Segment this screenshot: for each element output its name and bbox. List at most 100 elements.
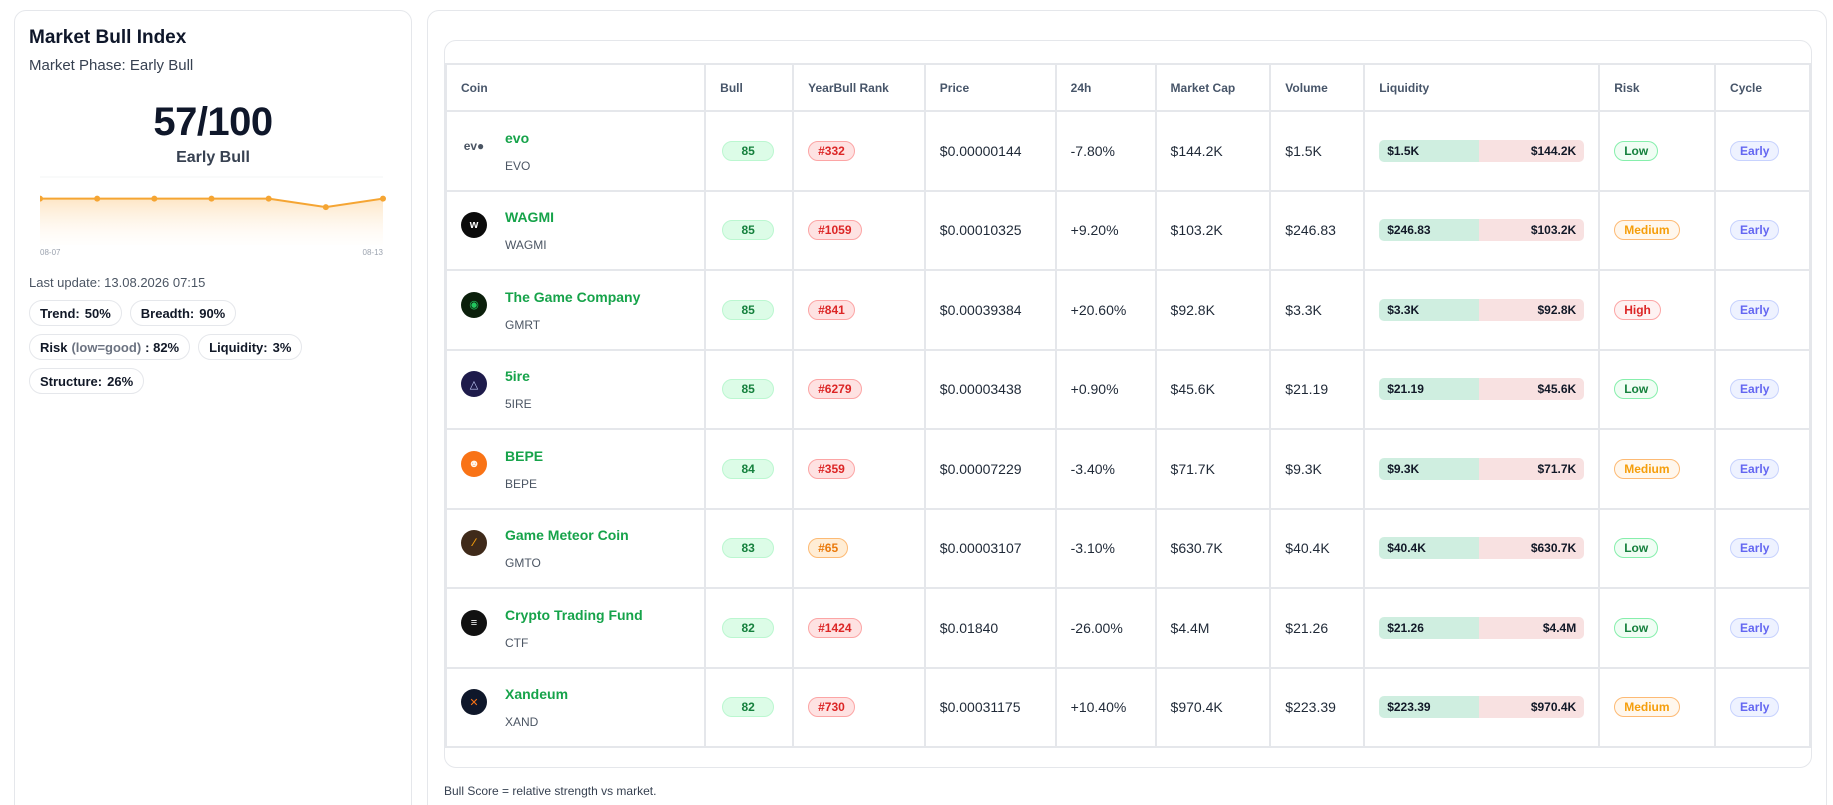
- coin-table: Coin Bull YearBull Rank Price 24h Market…: [445, 63, 1811, 748]
- risk-cell: Medium: [1598, 428, 1717, 510]
- coin-name-link[interactable]: Crypto Trading Fund: [505, 606, 643, 623]
- sparkline-point: [94, 195, 101, 202]
- risk-badge: Medium: [1614, 697, 1680, 718]
- liquidity-mcap-segment: $970.4K: [1479, 696, 1585, 719]
- volume-cell: $21.26: [1269, 587, 1366, 669]
- table-row[interactable]: ☻ BEPE BEPE 84 #359 $0.00007229 -3.40% $71.7K $9…: [445, 428, 1811, 510]
- coin-cell: ◉ The Game Company GMRT: [445, 269, 707, 351]
- col-header-volume[interactable]: Volume: [1269, 63, 1366, 112]
- coin-name-link[interactable]: BEPE: [505, 447, 544, 464]
- coin-symbol: WAGMI: [505, 238, 547, 253]
- liquidity-cell: $40.4K $630.7K: [1363, 507, 1601, 589]
- metric-label: Risk: [40, 339, 68, 355]
- price-cell: $0.01840: [923, 587, 1057, 669]
- metric-value: 3%: [272, 339, 292, 355]
- coin-name-link[interactable]: 5ire: [505, 368, 530, 385]
- panel-title: Market Bull Index: [29, 27, 187, 48]
- table-row[interactable]: ≡ Crypto Trading Fund CTF 82 #1424 $0.01840 -2…: [445, 587, 1811, 669]
- sparkline-point: [208, 195, 215, 202]
- coin-table-card: Coin Bull YearBull Rank Price 24h Market…: [444, 40, 1812, 768]
- risk-cell: High: [1598, 269, 1717, 351]
- bull-cell: 83: [704, 507, 795, 589]
- cycle-badge: Early: [1730, 697, 1780, 718]
- table-row[interactable]: △ 5ire 5IRE 85 #6279 $0.00003438 +0.90% $45.6K $…: [445, 348, 1811, 430]
- coin-symbol: CTF: [505, 635, 529, 650]
- market-cap-cell: $92.8K: [1154, 269, 1272, 351]
- liquidity-mcap-segment: $630.7K: [1479, 537, 1585, 560]
- market-cap-cell: $45.6K: [1154, 348, 1272, 430]
- bull-score-footnote: Bull Score = relative strength vs market…: [444, 784, 657, 798]
- col-header-yearbull-rank[interactable]: YearBull Rank: [792, 63, 926, 112]
- coin-symbol: EVO: [505, 158, 531, 173]
- sparkline-point: [40, 195, 43, 202]
- coin-cell: ∕ Game Meteor Coin GMTO: [445, 507, 707, 589]
- col-header-liquidity[interactable]: Liquidity: [1363, 63, 1601, 112]
- coin-name-link[interactable]: WAGMI: [505, 209, 554, 226]
- risk-badge: Low: [1614, 538, 1659, 559]
- crypto-trading-fund-logo-icon: ≡: [461, 609, 487, 636]
- bull-score-badge: 85: [722, 299, 775, 320]
- liquidity-volume-segment: $21.19: [1379, 378, 1480, 401]
- metric-pill-breadth: Breadth: 90%: [129, 300, 237, 326]
- market-cap-cell: $970.4K: [1154, 666, 1272, 748]
- coin-text: evo EVO: [505, 129, 530, 173]
- coin-name-link[interactable]: Xandeum: [505, 686, 569, 703]
- coin-wrap: △ 5ire 5IRE: [461, 367, 690, 411]
- liquidity-cell: $246.83 $103.2K: [1363, 189, 1601, 271]
- risk-cell: Low: [1598, 348, 1717, 430]
- table-row[interactable]: ∕ Game Meteor Coin GMTO 83 #65 $0.00003107 -3.…: [445, 507, 1811, 589]
- table-row[interactable]: w WAGMI WAGMI 85 #1059 $0.00010325 +9.20% $103.…: [445, 189, 1811, 271]
- liquidity-cell: $1.5K $144.2K: [1363, 110, 1601, 192]
- liquidity-mcap-segment: $144.2K: [1479, 139, 1585, 162]
- volume-cell: $3.3K: [1269, 269, 1366, 351]
- bull-cell: 82: [704, 666, 795, 748]
- sparkline-end-label: 08-13: [363, 248, 384, 257]
- rank-cell: #841: [792, 269, 926, 351]
- rank-cell: #1424: [792, 587, 926, 669]
- bull-cell: 85: [704, 269, 795, 351]
- col-header-market-cap[interactable]: Market Cap: [1154, 63, 1272, 112]
- col-header-price[interactable]: Price: [923, 63, 1057, 112]
- coin-symbol: BEPE: [505, 476, 538, 491]
- risk-cell: Low: [1598, 587, 1717, 669]
- col-header-cycle[interactable]: Cycle: [1714, 63, 1811, 112]
- yearbull-rank-badge: #65: [808, 538, 849, 559]
- rank-cell: #1059: [792, 189, 926, 271]
- coin-name-link[interactable]: evo: [505, 129, 530, 146]
- coin-text: WAGMI WAGMI: [505, 208, 554, 252]
- market-cap-cell: $103.2K: [1154, 189, 1272, 271]
- cycle-badge: Early: [1730, 140, 1780, 161]
- table-row[interactable]: ✕ Xandeum XAND 82 #730 $0.00031175 +10.40% $970…: [445, 666, 1811, 748]
- price-cell: $0.00039384: [923, 269, 1057, 351]
- col-header-24h[interactable]: 24h: [1054, 63, 1157, 112]
- liquidity-cell: $223.39 $970.4K: [1363, 666, 1601, 748]
- col-header-coin[interactable]: Coin: [445, 63, 707, 112]
- coin-text: Game Meteor Coin GMTO: [505, 526, 629, 570]
- liquidity-mcap-segment: $92.8K: [1479, 298, 1585, 321]
- risk-badge: High: [1614, 299, 1661, 320]
- bull-score-label: Early Bull: [176, 149, 250, 166]
- risk-cell: Low: [1598, 507, 1717, 589]
- liquidity-volume-segment: $223.39: [1379, 696, 1480, 719]
- coin-name-link[interactable]: The Game Company: [505, 288, 641, 305]
- change-24h-cell: -3.10%: [1054, 507, 1157, 589]
- risk-cell: Medium: [1598, 189, 1717, 271]
- bull-score-badge: 85: [722, 220, 775, 241]
- table-row[interactable]: ev● evo EVO 85 #332 $0.00000144 -7.80% $144.2K $…: [445, 110, 1811, 192]
- change-24h-cell: +0.90%: [1054, 348, 1157, 430]
- yearbull-rank-badge: #730: [808, 697, 855, 718]
- table-row[interactable]: ◉ The Game Company GMRT 85 #841 $0.00039384 +2…: [445, 269, 1811, 351]
- change-24h-cell: +9.20%: [1054, 189, 1157, 271]
- coin-text: 5ire 5IRE: [505, 367, 532, 411]
- metric-label: Trend:: [40, 305, 80, 321]
- liquidity-bar: $9.3K $71.7K: [1379, 457, 1585, 480]
- yearbull-rank-badge: #332: [808, 140, 855, 161]
- coin-name-link[interactable]: Game Meteor Coin: [505, 527, 629, 544]
- cycle-badge: Early: [1730, 617, 1780, 638]
- liquidity-mcap-segment: $4.4M: [1479, 616, 1585, 639]
- col-header-bull[interactable]: Bull: [704, 63, 795, 112]
- price-cell: $0.00003438: [923, 348, 1057, 430]
- col-header-risk[interactable]: Risk: [1598, 63, 1717, 112]
- coin-cell: ≡ Crypto Trading Fund CTF: [445, 587, 707, 669]
- price-cell: $0.00031175: [923, 666, 1057, 748]
